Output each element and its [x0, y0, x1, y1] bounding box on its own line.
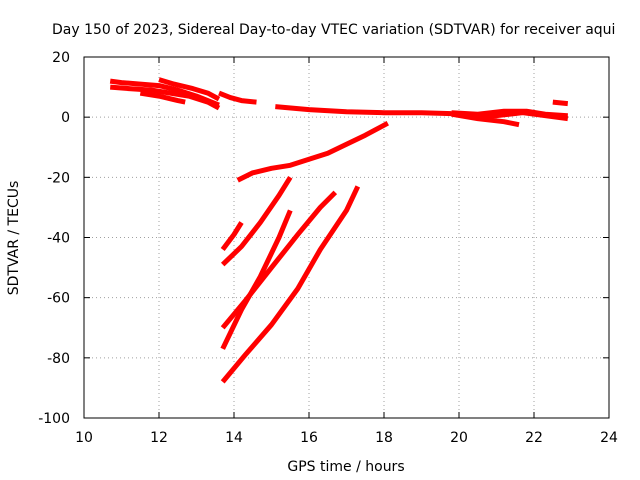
data-track — [236, 120, 389, 183]
data-track — [139, 90, 186, 105]
y-tick-label: -40 — [47, 231, 70, 247]
y-tick-label: 20 — [52, 50, 70, 66]
x-tick-label: 20 — [450, 430, 468, 446]
x-axis-label: GPS time / hours — [287, 459, 404, 475]
data-track — [451, 111, 520, 128]
x-tick-label: 14 — [225, 430, 243, 446]
axis-ticks: 10 12 14 16 18 20 22 24 -100 -80 -60 -40 -20 0 20 — [38, 50, 618, 446]
chart-title: Day 150 of 2023, Sidereal Day-to-day VTE… — [52, 22, 615, 38]
y-tick-label: -20 — [47, 170, 70, 186]
data-track — [220, 209, 293, 350]
y-tick-label: -100 — [38, 411, 70, 427]
data-track — [218, 90, 257, 105]
x-tick-label: 24 — [600, 430, 618, 446]
x-tick-label: 22 — [525, 430, 543, 446]
x-tick-label: 12 — [150, 430, 168, 446]
y-axis-label: SDTVAR / TECUs — [6, 181, 22, 296]
data-track — [220, 190, 338, 330]
x-tick-label: 10 — [75, 430, 93, 446]
data-track — [110, 84, 221, 111]
x-tick-label: 18 — [375, 430, 393, 446]
data-track — [470, 110, 569, 122]
data-track — [275, 104, 452, 117]
data-track — [158, 77, 221, 102]
data-series-layer — [109, 77, 569, 384]
data-track — [220, 185, 361, 384]
data-track — [220, 175, 293, 267]
y-tick-label: -60 — [47, 291, 70, 307]
y-tick-label: 0 — [61, 110, 70, 126]
x-tick-label: 16 — [300, 430, 318, 446]
data-track — [552, 99, 569, 107]
data-track — [220, 221, 244, 252]
y-tick-label: -80 — [47, 351, 70, 367]
